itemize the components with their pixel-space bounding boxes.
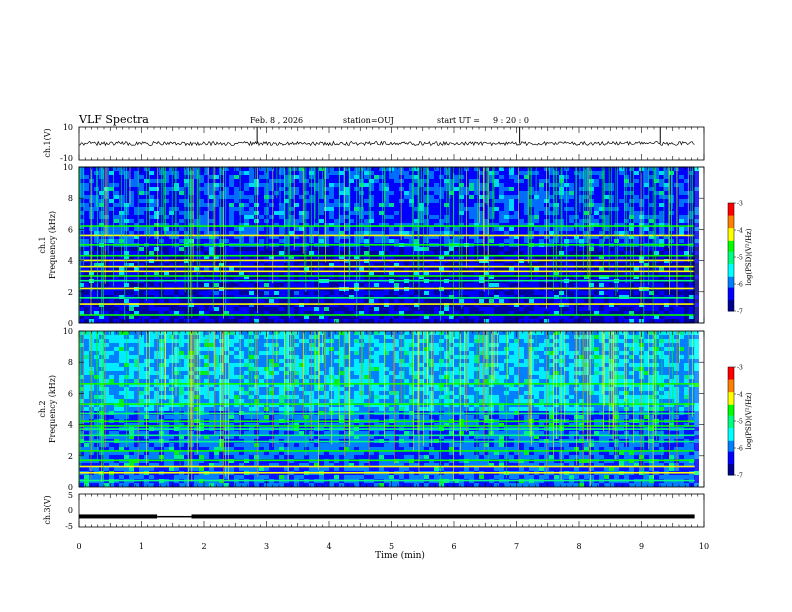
ch1-spectrogram-panel: 10 8 6 4 2 0 ch.1 Frequency (kHz) [38,163,705,328]
spec1-ytick: 10 [63,163,73,172]
station-label: station=OUJ [343,116,394,125]
figure-title: VLF Spectra [78,113,149,126]
spec2-ytick: 10 [63,327,73,336]
ch2-spectrogram-panel: 10 8 6 4 2 0 ch.2 Frequency (kHz) [38,327,705,492]
ch2-colorbar-label: log(PSD)(V²/Hz) [745,392,753,449]
x-tick-label: 4 [326,542,331,551]
spec1-ytick: 0 [68,319,73,328]
ch3-ytick-top: 5 [68,491,73,500]
colorbar-tick: -7 [737,473,743,480]
colorbar-tick: -4 [737,392,743,399]
ch1-ytick-top: 10 [63,123,73,132]
colorbar-tick: -7 [737,309,743,316]
spec2-ytick: 0 [68,483,73,492]
colorbar-tick: -5 [737,255,743,262]
x-tick-label: 3 [264,542,269,551]
start-ut-label: start UT = [437,116,480,125]
ch1-colorbar: -3 -4 -5 -6 -7 [727,201,743,316]
colorbar-tick: -3 [737,365,743,372]
ch2-channel-label: ch.2 [38,400,47,417]
time-axis-labels: 0 1 2 3 4 5 6 7 8 9 10 [76,542,709,551]
spec2-ytick: 6 [68,389,73,398]
ch2-spectrogram-image [79,331,699,487]
x-tick-label: 9 [639,542,644,551]
spec1-ytick: 4 [68,257,73,266]
x-tick-label: 1 [139,542,144,551]
spec2-ytick: 4 [68,421,73,430]
x-tick-label: 10 [699,542,709,551]
spec1-ytick: 6 [68,225,73,234]
ch1-channel-label: ch.1 [38,236,47,253]
ch1-waveform-panel: 10 -10 ch.1(V) [43,123,705,163]
time-axis-ticks [78,127,705,527]
ch1-spectrogram-image [79,167,699,323]
x-tick-label: 2 [201,542,206,551]
colorbar-tick: -3 [737,201,743,208]
ch3-waveform-ylabel: ch.3(V) [43,495,52,524]
ch3-waveform-panel: 5 0 -5 ch.3(V) [43,491,705,531]
colorbar-tick: -6 [737,446,743,453]
x-tick-label: 5 [389,542,394,551]
ch3-ytick-bottom: -5 [65,522,73,531]
x-axis-label: Time (min) [375,550,425,561]
date-label: Feb. 8 , 2026 [250,116,303,125]
ch3-trace-segment [191,514,695,519]
colorbar-tick: -4 [737,228,743,235]
ch2-freq-ylabel: Frequency (kHz) [48,375,57,443]
ch1-ytick-bottom: -10 [60,154,73,163]
x-tick-label: 8 [576,542,581,551]
colorbar-tick: -6 [737,282,743,289]
colorbar-tick: -5 [737,419,743,426]
ch1-freq-ticks: 10 8 6 4 2 0 [63,163,704,328]
ch2-colorbar: -3 -4 -5 -6 -7 [727,365,743,480]
spec1-ytick: 2 [68,288,73,297]
x-tick-label: 6 [451,542,456,551]
ch3-waveform-trace [79,514,695,519]
ch3-trace-segment [79,514,158,519]
ch2-freq-ticks: 10 8 6 4 2 0 [63,327,704,492]
ch3-trace-gap [157,515,192,518]
start-ut-time: 9 : 20 : 0 [493,116,529,125]
x-tick-label: 7 [514,542,519,551]
spec2-ytick: 2 [68,452,73,461]
spec2-ytick: 8 [68,358,73,367]
ch1-waveform-trace [78,127,695,147]
ch3-ytick-mid: 0 [68,506,73,515]
ch1-freq-ylabel: Frequency (kHz) [48,211,57,279]
x-tick-label: 0 [76,542,81,551]
ch1-colorbar-label: log(PSD)(V²/Hz) [745,228,753,285]
ch1-waveform-ylabel: ch.1(V) [43,128,52,157]
ch1-trace-line [78,140,695,147]
spec1-ytick: 8 [68,194,73,203]
